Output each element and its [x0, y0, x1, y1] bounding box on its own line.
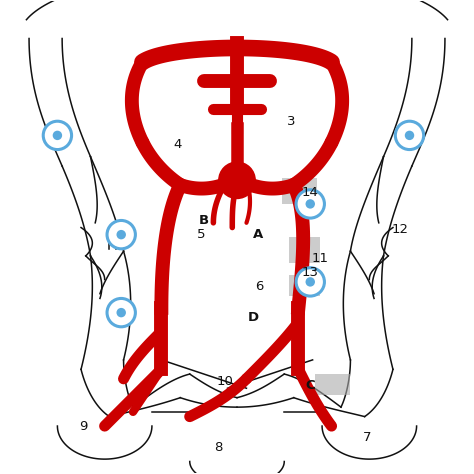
Circle shape — [306, 277, 315, 287]
Circle shape — [117, 230, 126, 239]
Circle shape — [405, 131, 414, 140]
Text: 9: 9 — [79, 419, 88, 433]
Text: B: B — [199, 214, 209, 227]
Text: 14: 14 — [302, 186, 319, 199]
Text: 7: 7 — [363, 431, 371, 444]
Text: A: A — [253, 228, 264, 241]
Text: 6: 6 — [255, 280, 264, 293]
Text: 4: 4 — [174, 138, 182, 151]
Circle shape — [296, 268, 324, 296]
Text: C: C — [305, 379, 315, 392]
Circle shape — [296, 190, 324, 218]
Circle shape — [107, 220, 136, 249]
Circle shape — [306, 199, 315, 209]
Text: 5: 5 — [197, 228, 206, 241]
Text: 10: 10 — [217, 374, 234, 388]
Circle shape — [107, 299, 136, 327]
Text: 12: 12 — [392, 223, 409, 237]
Circle shape — [43, 121, 72, 150]
Text: D: D — [248, 311, 259, 324]
Circle shape — [117, 308, 126, 318]
Bar — [289, 237, 319, 263]
Circle shape — [53, 131, 62, 140]
Text: 13: 13 — [302, 266, 319, 279]
Text: 11: 11 — [311, 252, 328, 265]
Bar — [282, 178, 318, 204]
Bar — [289, 275, 319, 296]
Bar — [315, 374, 350, 395]
Circle shape — [395, 121, 424, 150]
Text: 3: 3 — [287, 115, 296, 128]
Text: 8: 8 — [214, 441, 222, 454]
Circle shape — [218, 161, 256, 199]
